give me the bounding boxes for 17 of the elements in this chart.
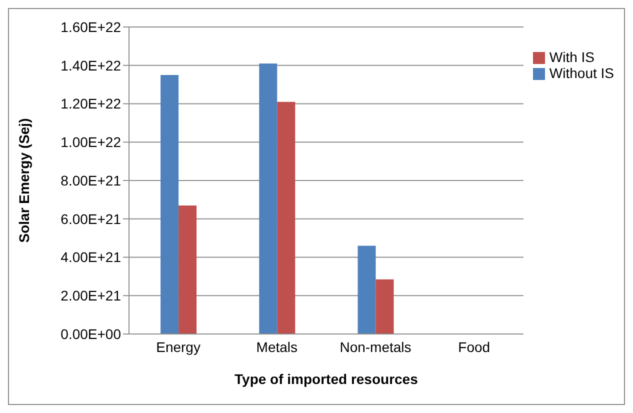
x-tick-label: Non-metals [340, 338, 412, 355]
legend-label: Without IS [549, 65, 614, 81]
y-axis-title: Solar Emergy (Sej) [16, 118, 32, 243]
y-tick-label: 1.20E+22 [60, 96, 122, 112]
y-tick-label: 1.60E+22 [60, 18, 122, 35]
legend-label: With IS [549, 49, 595, 65]
y-tick-label: 1.40E+22 [60, 57, 122, 74]
y-tick-label: 6.00E+21 [60, 210, 122, 227]
y-tick-label: 1.00E+22 [60, 134, 122, 150]
x-tick-label: Food [458, 338, 490, 355]
y-tick-label: 0.00E+00 [60, 326, 122, 342]
y-tick-label: 8.00E+21 [60, 172, 122, 188]
y-tick-label: 4.00E+21 [60, 249, 122, 266]
y-tick-label: 2.00E+21 [60, 288, 122, 304]
x-tick-label: Energy [156, 338, 200, 355]
x-tick-label: Metals [256, 338, 298, 355]
x-axis-title: Type of imported resources [234, 371, 418, 387]
